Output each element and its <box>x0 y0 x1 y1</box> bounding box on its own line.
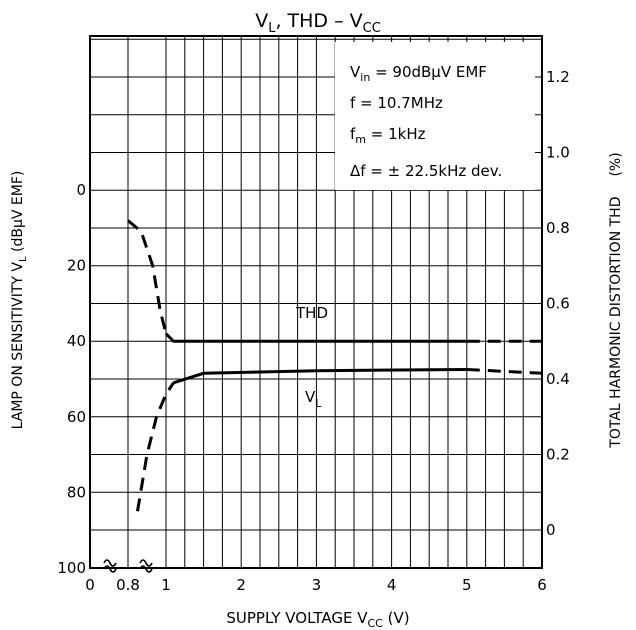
left-tick-labels: 0 20 40 60 80 100 <box>57 181 86 577</box>
left-tick-label: 20 <box>67 257 86 275</box>
left-tick-label: 40 <box>67 332 86 350</box>
series-vl-line <box>173 368 467 385</box>
right-tick-label: 0.2 <box>546 446 570 464</box>
condition-line-main: f = 10.7MHz <box>350 94 443 112</box>
series-label-thd: THD <box>295 304 328 322</box>
condition-line: f = 10.7MHz <box>350 94 443 112</box>
condition-line-rest: = 90dBμV EMF <box>370 63 487 81</box>
conditions: Vin = 90dBμV EMF f = 10.7MHz fm = 1kHz Δf =… <box>350 63 502 180</box>
axis-break-marks <box>103 559 153 573</box>
x-axis-label: SUPPLY VOLTAGE VCC (V) <box>226 609 409 630</box>
series-label-vl: VL <box>305 388 322 410</box>
curves <box>127 219 543 512</box>
condition-line-rest: = 1kHz <box>366 125 426 143</box>
chart-title-main-sub: L <box>268 21 276 36</box>
x-axis-label-sub: CC <box>368 617 384 630</box>
left-axis-label: LAMP ON SENSITIVITY VL (dBμV EMF) <box>10 171 29 430</box>
x-tick-label: 6 <box>537 576 547 594</box>
chart-title: VL, THD – VCC <box>255 10 381 36</box>
right-tick-labels: 0 0.2 0.4 0.6 0.8 1.0 1.2 <box>546 68 570 539</box>
conditions-box <box>335 42 535 190</box>
chart-title-main: V <box>255 10 268 32</box>
x-tick-label: 0 <box>85 576 95 594</box>
right-tick-label: 0.4 <box>546 370 570 388</box>
x-tick-label: 1 <box>161 576 171 594</box>
left-tick-label: 80 <box>67 483 86 501</box>
series-thd-line <box>164 332 467 343</box>
condition-line-main: Δf = ± 22.5kHz dev. <box>350 162 502 180</box>
series-vl-line-end <box>466 368 543 375</box>
right-tick-label: 1.0 <box>546 144 570 162</box>
left-axis-label-unit: (dBμV EMF) <box>10 171 26 257</box>
x-tick-label: 4 <box>387 576 397 594</box>
condition-line: Δf = ± 22.5kHz dev. <box>350 162 502 180</box>
condition-line: fm = 1kHz <box>350 125 426 146</box>
right-axis-label-main: TOTAL HARMONIC DISTORTION THD <box>608 197 624 449</box>
right-tick-label: 1.2 <box>546 68 570 86</box>
plot-frame <box>89 35 543 569</box>
condition-line-sub: m <box>355 133 366 146</box>
series-vl-line-start <box>136 381 175 512</box>
condition-line-sub: in <box>360 71 370 84</box>
x-tick-label: 3 <box>312 576 322 594</box>
series-label-vl-main: V <box>305 388 316 406</box>
left-axis-label-sub: L <box>18 256 29 262</box>
series-thd-line-start <box>127 219 168 335</box>
condition-line: Vin = 90dBμV EMF <box>350 63 487 84</box>
chart-title-rest: , THD – V <box>275 10 362 32</box>
right-axis-label: TOTAL HARMONIC DISTORTION THD (%) <box>608 152 624 448</box>
left-tick-label: 100 <box>57 559 86 577</box>
condition-line-main: V <box>350 63 361 81</box>
right-tick-label: 0 <box>546 521 556 539</box>
left-tick-label: 60 <box>67 408 86 426</box>
right-tick-label: 0.8 <box>546 219 570 237</box>
x-axis-label-unit: (V) <box>383 609 410 627</box>
chart-title-rest-sub: CC <box>363 21 381 36</box>
x-tick-label: 0.8 <box>116 576 140 594</box>
right-axis-label-unit: (%) <box>608 152 624 176</box>
x-axis-label-main: SUPPLY VOLTAGE V <box>226 609 368 627</box>
x-tick-label: 2 <box>236 576 246 594</box>
x-tick-labels: 0 0.8 1 2 3 4 5 6 <box>85 576 547 594</box>
right-tick-label: 0.6 <box>546 295 570 313</box>
x-tick-label: 5 <box>462 576 472 594</box>
left-axis-label-main: LAMP ON SENSITIVITY V <box>10 262 26 430</box>
left-tick-label: 0 <box>76 181 86 199</box>
condition-line-main: f <box>350 125 356 143</box>
series-label-vl-sub: L <box>315 397 322 410</box>
